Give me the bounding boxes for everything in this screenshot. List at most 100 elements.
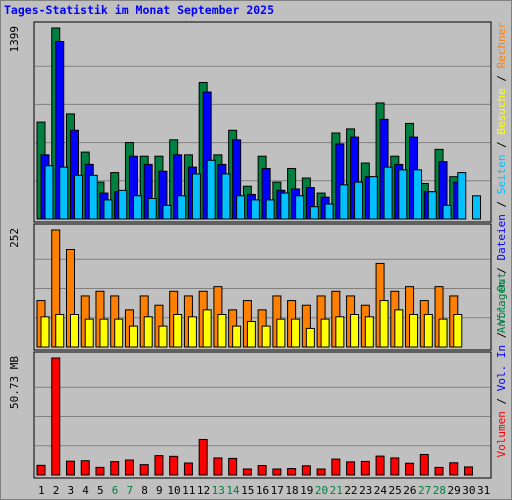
- bar-hits-seiten-day-16: [265, 199, 275, 220]
- bar-hits-seiten-day-26: [413, 169, 423, 220]
- bar-visits-besuche-day-24: [379, 300, 389, 348]
- bar-hits-seiten-day-4: [88, 174, 98, 220]
- bar-hits-seiten-day-8: [147, 198, 157, 220]
- legend-item-besuche: Besuche: [495, 88, 508, 134]
- x-tick-label-7: 7: [127, 484, 134, 497]
- bar-hits-seiten-day-24: [383, 166, 393, 220]
- bar-hits-seiten-day-19: [309, 206, 319, 220]
- bar-volume-volumen-day-25: [390, 457, 400, 476]
- bar-volume-volumen-day-28: [434, 466, 444, 476]
- x-tick-label-17: 17: [271, 484, 284, 497]
- y-max-label: 1399: [8, 26, 21, 53]
- bar-hits-seiten-day-14: [236, 195, 246, 220]
- bar-visits-besuche-day-14: [232, 325, 242, 348]
- bar-volume-volumen-day-13: [213, 457, 223, 476]
- bar-visits-besuche-day-28: [438, 318, 448, 348]
- x-tick-label-24: 24: [374, 484, 388, 497]
- bar-visits-besuche-day-19: [305, 327, 315, 348]
- bar-volume-volumen-day-1: [36, 464, 46, 476]
- bar-volume-volumen-day-22: [346, 461, 356, 476]
- chart-title: Tages-Statistik im Monat September 2025: [4, 3, 274, 17]
- x-tick-label-20: 20: [315, 484, 328, 497]
- bar-visits-besuche-day-10: [173, 314, 183, 348]
- bar-volume-volumen-day-12: [198, 438, 208, 476]
- bar-hits-seiten-day-15: [250, 199, 260, 220]
- legend-text: Volumen / Vol. In / Vol. Out: [495, 272, 508, 457]
- bar-visits-besuche-day-17: [276, 318, 286, 348]
- x-tick-label-18: 18: [285, 484, 298, 497]
- x-tick-label-2: 2: [53, 484, 60, 497]
- bar-hits-seiten-day-6: [118, 189, 128, 220]
- bar-visits-besuche-day-29: [453, 314, 463, 348]
- bar-volume-volumen-day-5: [95, 466, 105, 476]
- bar-visits-besuche-day-16: [261, 325, 271, 348]
- bar-hits-seiten-day-18: [295, 195, 305, 220]
- bar-hits-seiten-day-17: [280, 192, 290, 220]
- bar-volume-volumen-day-26: [405, 462, 415, 476]
- x-tick-label-19: 19: [300, 484, 313, 497]
- bar-visits-besuche-day-1: [40, 316, 50, 348]
- bar-volume-volumen-day-27: [419, 453, 429, 476]
- x-tick-label-4: 4: [82, 484, 89, 497]
- bar-hits-seiten-day-28: [442, 204, 452, 220]
- bar-volume-volumen-day-8: [139, 464, 149, 476]
- bar-volume-volumen-day-23: [360, 460, 370, 476]
- bar-visits-besuche-day-25: [394, 309, 404, 348]
- legend-vertical: Anfragen / Dateien / Seiten / Besuche / …: [495, 22, 508, 458]
- x-tick-label-28: 28: [433, 484, 446, 497]
- bar-visits-besuche-day-21: [335, 316, 345, 348]
- bar-visits-besuche-day-12: [202, 309, 212, 348]
- bar-visits-besuche-day-3: [69, 314, 79, 348]
- x-tick-label-27: 27: [418, 484, 431, 497]
- bar-hits-seiten-day-22: [354, 181, 364, 220]
- bar-visits-besuche-day-11: [187, 316, 197, 348]
- x-tick-label-23: 23: [359, 484, 372, 497]
- x-tick-label-31: 31: [477, 484, 490, 497]
- legend-item-volumen: Volumen: [495, 411, 508, 457]
- bar-hits-seiten-day-25: [398, 169, 408, 220]
- x-tick-label-5: 5: [97, 484, 104, 497]
- x-tick-label-1: 1: [38, 484, 45, 497]
- x-tick-label-30: 30: [462, 484, 475, 497]
- legend-text: Anfragen / Dateien / Seiten / Besuche / …: [495, 22, 508, 334]
- bar-hits-seiten-day-20: [324, 203, 334, 220]
- bar-volume-volumen-day-30: [464, 466, 474, 476]
- x-tick-label-15: 15: [241, 484, 254, 497]
- legend-item-anfragen: Anfragen: [495, 280, 508, 333]
- bar-volume-volumen-day-18: [287, 468, 297, 476]
- bar-visits-besuche-day-4: [84, 318, 94, 348]
- bar-hits-seiten-day-21: [339, 184, 349, 220]
- bar-visits-besuche-day-8: [143, 316, 153, 348]
- panel-hits: 1399: [8, 21, 492, 223]
- bar-visits-besuche-day-20: [320, 318, 330, 348]
- x-tick-label-29: 29: [448, 484, 461, 497]
- bar-hits-seiten-day-3: [73, 174, 83, 220]
- x-tick-label-10: 10: [167, 484, 180, 497]
- x-tick-label-21: 21: [330, 484, 343, 497]
- bar-hits-seiten-day-30: [472, 195, 482, 220]
- bar-volume-volumen-day-10: [169, 455, 179, 476]
- bar-volume-volumen-day-24: [375, 455, 385, 476]
- x-tick-label-6: 6: [112, 484, 119, 497]
- y-max-label: 50.73 MB: [8, 356, 21, 409]
- bar-volume-volumen-day-14: [228, 457, 238, 476]
- legend-item-seiten: Seiten: [495, 154, 508, 194]
- legend-item-vol-out: Vol. Out: [495, 272, 508, 325]
- bar-volume-volumen-day-29: [449, 462, 459, 476]
- x-axis-day-labels: 1 2 3 4 5 6 7 8 9 10 11 12 13 14 15 16 17 18 19 20 21 22 23 24 2…: [38, 484, 490, 497]
- bar-volume-volumen-day-15: [242, 468, 252, 476]
- x-tick-label-8: 8: [141, 484, 148, 497]
- bar-volume-volumen-day-9: [154, 455, 164, 476]
- bar-volume-volumen-day-20: [316, 468, 326, 476]
- bar-visits-besuche-day-26: [409, 314, 419, 348]
- bar-hits-seiten-day-13: [221, 173, 231, 220]
- bar-hits-seiten-day-29: [457, 172, 467, 220]
- x-tick-label-25: 25: [389, 484, 402, 497]
- bar-visits-besuche-day-15: [246, 320, 256, 348]
- x-tick-label-16: 16: [256, 484, 269, 497]
- y-max-label: 252: [8, 228, 21, 248]
- x-tick-label-12: 12: [197, 484, 210, 497]
- bar-volume-volumen-day-7: [124, 459, 134, 476]
- x-tick-label-11: 11: [182, 484, 195, 497]
